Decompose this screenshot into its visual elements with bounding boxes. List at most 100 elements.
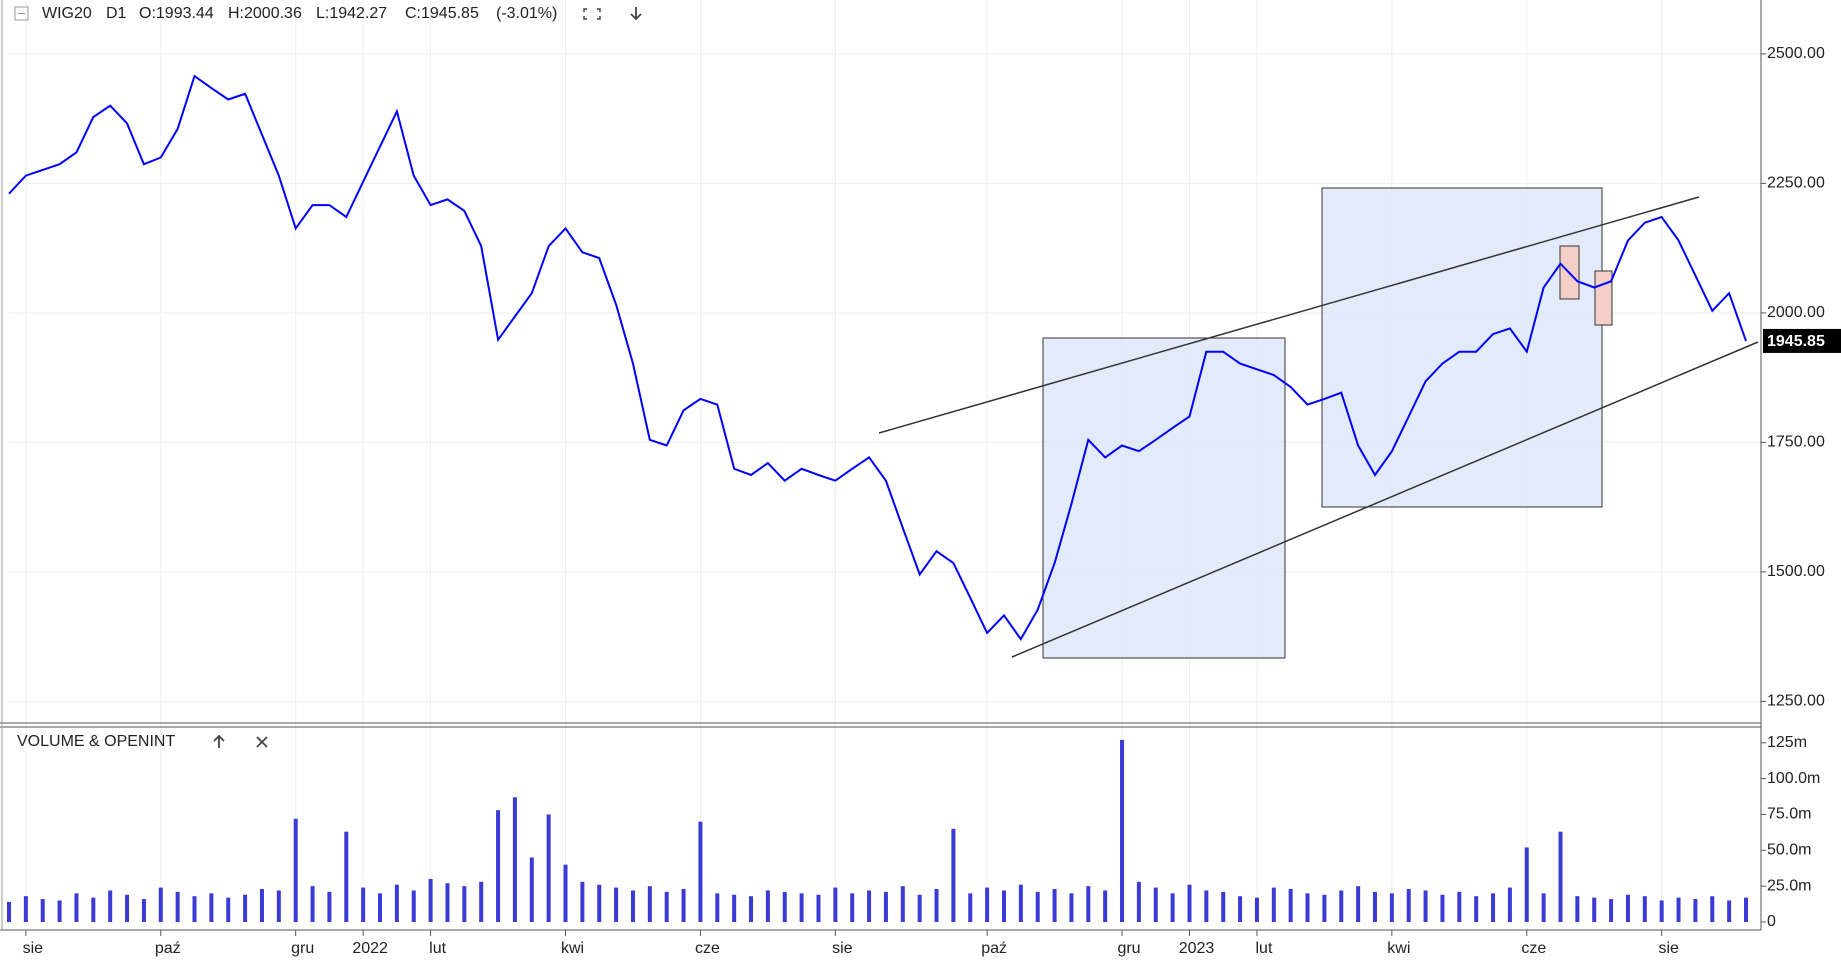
volume-bar — [1103, 890, 1108, 922]
volume-bar — [749, 896, 754, 922]
volume-bar — [934, 889, 939, 922]
symbol: WIG20 — [42, 5, 92, 22]
volume-bar — [1541, 893, 1546, 922]
trend-line[interactable] — [1011, 341, 1759, 658]
volume-bar — [664, 891, 669, 922]
volume-bar — [614, 887, 619, 922]
volume-bar — [1558, 831, 1563, 922]
x-tick-label: sie — [23, 940, 44, 957]
volume-bar — [91, 897, 96, 922]
rectangle-drawing[interactable] — [1321, 187, 1603, 508]
x-tick-label: cze — [695, 940, 720, 957]
volume-bar — [900, 886, 905, 922]
x-tick-label: lut — [429, 940, 446, 957]
volume-bar — [1120, 739, 1125, 922]
volume-bar — [378, 893, 383, 922]
volume-bar — [1457, 891, 1462, 922]
x-tick-label: paź — [981, 940, 1007, 957]
volume-bar — [310, 886, 315, 922]
volume-title: VOLUME & OPENINT — [17, 733, 175, 750]
volume-bar — [985, 887, 990, 922]
volume-bar — [1727, 900, 1732, 922]
volume-bar — [1474, 896, 1479, 922]
y-tick-label: 50.0m — [1767, 842, 1811, 859]
collapse-icon[interactable] — [14, 6, 29, 21]
volume-bar — [192, 896, 197, 922]
volume-bar — [57, 900, 62, 922]
volume-bar — [833, 887, 838, 922]
y-tick-label: 0 — [1767, 913, 1776, 930]
y-tick-label: 100.0m — [1767, 770, 1820, 787]
rectangle-drawing[interactable] — [1594, 270, 1613, 326]
y-tick-label: 25.0m — [1767, 877, 1811, 894]
volume-bar — [411, 890, 416, 922]
volume-bar — [496, 810, 501, 922]
volume-bar — [1440, 894, 1445, 922]
volume-bar — [917, 894, 922, 922]
volume-bar — [125, 894, 130, 922]
volume-bar — [1524, 847, 1529, 922]
volume-bar — [630, 890, 635, 922]
close-icon[interactable] — [256, 736, 268, 748]
volume-bar — [7, 901, 11, 922]
volume-bar — [968, 893, 973, 922]
x-tick-label: kwi — [561, 940, 584, 957]
volume-bar — [850, 893, 855, 922]
x-tick-label: lut — [1255, 940, 1272, 957]
volume-bar — [580, 881, 585, 922]
volume-bar — [158, 887, 163, 922]
volume-bar — [1389, 893, 1394, 922]
volume-bar — [951, 828, 956, 922]
x-tick-label: sie — [832, 940, 853, 957]
y-tick-label: 1750.00 — [1767, 434, 1825, 451]
volume-bar — [141, 899, 146, 922]
download-icon[interactable] — [630, 7, 642, 21]
volume-bar — [1491, 893, 1496, 922]
move-up-icon[interactable] — [213, 734, 225, 748]
volume-bar — [344, 831, 349, 922]
volume-bar — [715, 893, 720, 922]
volume-bar — [293, 818, 298, 922]
fullscreen-icon[interactable] — [583, 8, 601, 20]
volume-bar — [1507, 887, 1512, 922]
volume-bar — [462, 886, 467, 922]
volume-bar — [1710, 896, 1715, 922]
volume-bar — [1575, 896, 1580, 922]
volume-bar — [1153, 887, 1158, 922]
volume-bar — [529, 857, 534, 922]
volume-bar — [563, 864, 568, 922]
x-tick-label: sie — [1658, 940, 1679, 957]
last-price-tag — [1763, 328, 1841, 353]
volume-bar — [428, 878, 433, 922]
x-tick-label: paź — [155, 940, 181, 957]
volume-bar — [1659, 900, 1664, 922]
y-tick-label: 2000.00 — [1767, 304, 1825, 321]
volume-bar — [1356, 886, 1361, 922]
volume-bar — [1221, 891, 1226, 922]
volume-bar — [782, 891, 787, 922]
volume-bar — [445, 883, 450, 922]
x-tick-label: 2022 — [352, 940, 388, 957]
change: (-3.01%) — [496, 5, 557, 22]
volume-bar — [1625, 894, 1630, 922]
volume-bar — [327, 891, 332, 922]
volume-bar — [1035, 891, 1040, 922]
volume-bar — [209, 893, 214, 922]
volume-bar — [1693, 899, 1698, 922]
rectangle-drawing[interactable] — [1042, 337, 1286, 659]
volume-bar — [74, 893, 79, 922]
plot — [7, 74, 1748, 922]
timeframe: D1 — [106, 5, 127, 22]
trend-line[interactable] — [878, 196, 1700, 434]
volume-bar — [23, 896, 28, 922]
volume-bar — [259, 889, 264, 922]
volume-bar — [479, 881, 484, 922]
volume-bar — [1018, 884, 1023, 922]
last-price-label: 1945.85 — [1767, 333, 1825, 350]
volume-bar — [867, 890, 872, 922]
volume-bar — [1322, 894, 1327, 922]
y-tick-label: 125m — [1767, 734, 1807, 751]
volume-bar — [394, 884, 399, 922]
y-tick-label: 1250.00 — [1767, 693, 1825, 710]
